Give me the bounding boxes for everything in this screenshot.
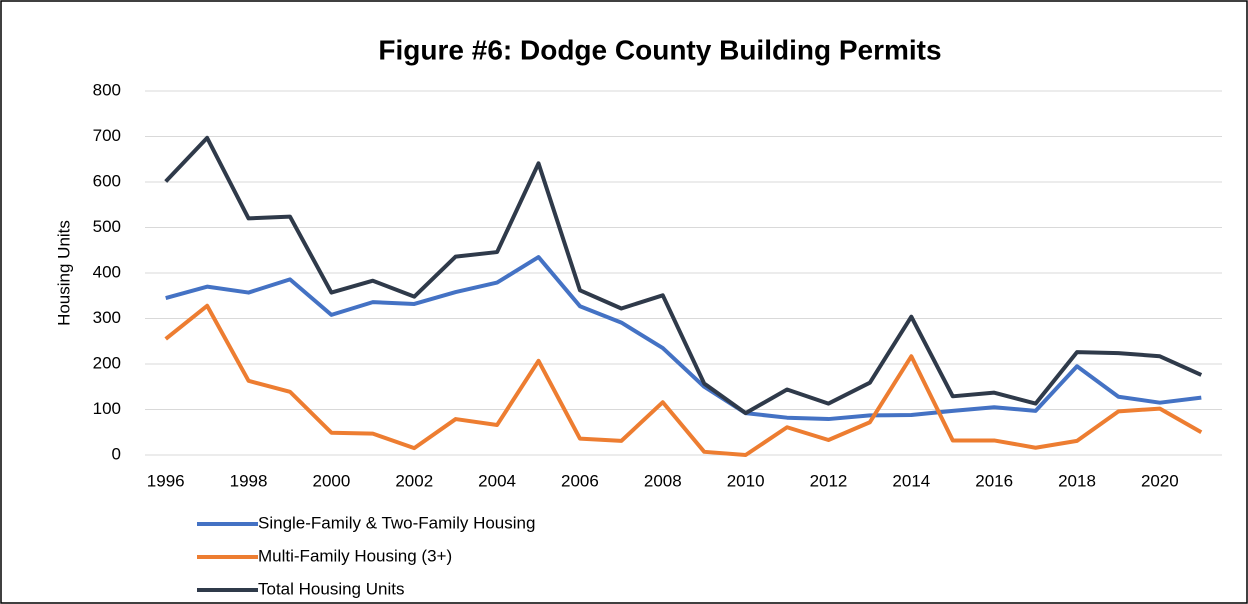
x-tick-label: 2018	[1058, 471, 1096, 490]
x-tick-label: 1998	[230, 471, 268, 490]
x-tick-label: 2004	[478, 471, 516, 490]
x-tick-label: 2006	[561, 471, 599, 490]
x-tick-label: 2000	[312, 471, 350, 490]
x-tick-label: 2014	[892, 471, 930, 490]
y-tick-label: 400	[93, 262, 121, 281]
legend-label: Total Housing Units	[258, 579, 404, 598]
y-tick-label: 200	[93, 353, 121, 372]
y-tick-label: 600	[93, 171, 121, 190]
y-tick-label: 700	[93, 126, 121, 145]
chart-title: Figure #6: Dodge County Building Permits	[378, 34, 941, 65]
y-tick-label: 100	[93, 399, 121, 418]
y-axis-label: Housing Units	[54, 220, 73, 326]
series-line	[165, 255, 1202, 422]
x-tick-label: 2020	[1141, 471, 1179, 490]
x-tick-label: 2012	[810, 471, 848, 490]
x-tick-label: 2002	[395, 471, 433, 490]
y-tick-label: 0	[112, 444, 121, 463]
legend-label: Single-Family & Two-Family Housing	[258, 513, 535, 532]
legend-label: Multi-Family Housing (3+)	[258, 546, 452, 565]
x-tick-label: 2010	[727, 471, 765, 490]
x-tick-label: 1996	[147, 471, 185, 490]
x-tick-label: 2016	[975, 471, 1013, 490]
x-tick-label: 2008	[644, 471, 682, 490]
y-tick-label: 500	[93, 217, 121, 236]
series-line	[164, 303, 1203, 457]
y-tick-label: 800	[93, 80, 121, 99]
y-tick-label: 300	[93, 308, 121, 327]
series-line	[164, 135, 1203, 416]
